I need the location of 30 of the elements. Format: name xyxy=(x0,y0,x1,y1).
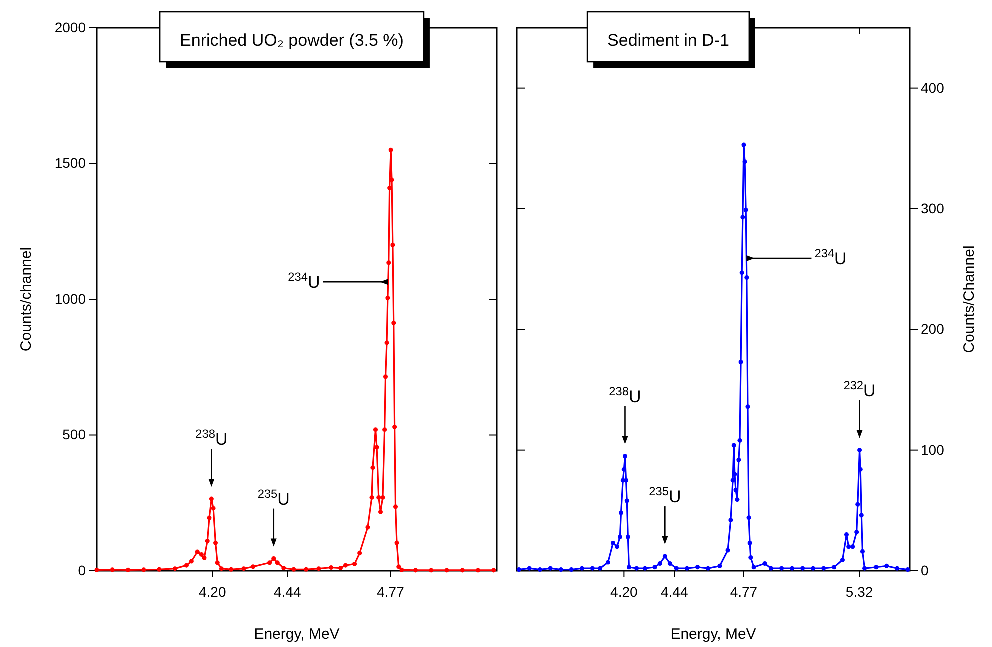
y-tick-label: 400 xyxy=(921,80,945,96)
y-tick-label: 1000 xyxy=(54,290,86,307)
y-tick-label: 200 xyxy=(921,321,945,338)
chart-title: Sediment in D-1 xyxy=(608,31,730,50)
y-axis-title: Counts/Channel xyxy=(961,246,978,354)
x-tick-label: 4.77 xyxy=(730,584,758,600)
annotation: $^{232}$U xyxy=(844,378,876,400)
x-axis-title: Energy, MeV xyxy=(670,626,756,643)
x-tick-label: 4.77 xyxy=(377,584,405,600)
y-tick-label: 100 xyxy=(921,442,945,458)
y-tick-label: 0 xyxy=(78,562,86,578)
y-axis-title: Counts/channel xyxy=(18,247,35,352)
y-tick-label: 500 xyxy=(62,426,86,443)
annotation: $^{235}$U xyxy=(649,484,682,507)
x-tick-label: 4.20 xyxy=(199,584,226,600)
x-tick-label: 5.32 xyxy=(846,584,874,600)
x-axis-title: Energy, MeV xyxy=(254,626,340,643)
annotation: $^{234}$U xyxy=(288,270,320,292)
annotation: $^{238}$U xyxy=(196,427,228,450)
annotation: $^{234}$U xyxy=(814,246,847,268)
y-tick-label: 0 xyxy=(921,562,929,578)
x-tick-label: 4.20 xyxy=(610,584,638,600)
chart-title: Enriched UO₂ powder (3.5 %) xyxy=(180,31,404,50)
y-tick-label: 2000 xyxy=(54,19,86,36)
y-tick-label: 1500 xyxy=(54,155,86,172)
annotation: $^{238}$U xyxy=(609,384,642,406)
annotation: $^{235}$U xyxy=(258,486,290,509)
x-tick-label: 4.44 xyxy=(660,584,688,600)
x-tick-label: 4.44 xyxy=(274,584,302,600)
y-tick-label: 300 xyxy=(921,200,945,216)
